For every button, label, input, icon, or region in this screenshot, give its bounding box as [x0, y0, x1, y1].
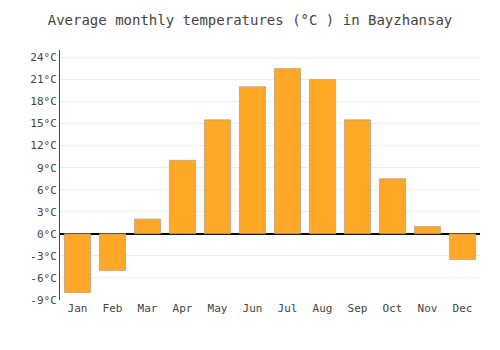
svg-text:0°C: 0°C [37, 228, 57, 241]
svg-text:12°C: 12°C [30, 139, 57, 152]
svg-text:3°C: 3°C [37, 206, 57, 219]
svg-text:Aug: Aug [313, 302, 333, 315]
svg-text:Feb: Feb [103, 302, 123, 315]
svg-text:Oct: Oct [383, 302, 403, 315]
svg-text:Sep: Sep [348, 302, 368, 315]
svg-text:-3°C: -3°C [30, 250, 57, 263]
svg-text:9°C: 9°C [37, 162, 57, 175]
svg-text:-9°C: -9°C [30, 294, 57, 307]
svg-text:24°C: 24°C [30, 51, 57, 64]
svg-text:21°C: 21°C [30, 73, 57, 86]
svg-text:Mar: Mar [138, 302, 158, 315]
svg-text:May: May [208, 302, 228, 315]
svg-text:6°C: 6°C [37, 184, 57, 197]
svg-text:-6°C: -6°C [30, 272, 57, 285]
svg-text:Apr: Apr [173, 302, 193, 315]
svg-text:Jul: Jul [278, 302, 298, 315]
svg-text:Jun: Jun [243, 302, 263, 315]
svg-text:15°C: 15°C [30, 117, 57, 130]
svg-text:Nov: Nov [418, 302, 438, 315]
svg-text:18°C: 18°C [30, 95, 57, 108]
svg-text:Jan: Jan [68, 302, 88, 315]
svg-text:Dec: Dec [453, 302, 473, 315]
svg-text:Average monthly temperatures (: Average monthly temperatures (°C ) in Ba… [48, 12, 453, 28]
